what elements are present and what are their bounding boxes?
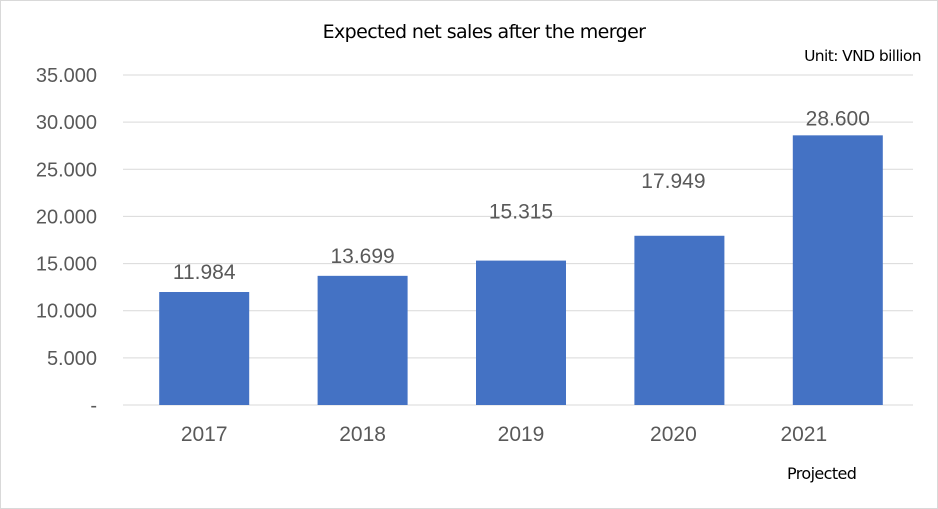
y-tick-label: 5.000 [47, 348, 97, 370]
unit-label: Unit: VND billion [804, 47, 922, 65]
x-category-label: 2019 [498, 423, 545, 446]
bar [159, 292, 250, 405]
projected-note: Projected [787, 464, 857, 483]
data-label: 11.984 [173, 261, 236, 284]
x-category-label: 2021 [780, 423, 827, 446]
bar [476, 260, 566, 405]
x-category-label: 2020 [650, 423, 697, 446]
data-label: 15.315 [489, 201, 553, 224]
y-tick-label: 20.000 [36, 206, 97, 228]
data-label: 28.600 [806, 107, 870, 130]
x-category-label: 2017 [181, 423, 228, 446]
bar [634, 235, 725, 405]
data-label: 17.949 [641, 170, 705, 193]
data-label: 13.699 [330, 245, 394, 268]
y-tick-label: 10.000 [36, 301, 97, 323]
y-tick-label: - [90, 395, 97, 417]
y-tick-label: 30.000 [36, 112, 97, 134]
x-category-label: 2018 [339, 423, 386, 446]
y-tick-label: 15.000 [36, 254, 97, 276]
y-tick-label: 25.000 [36, 159, 97, 181]
y-tick-label: 35.000 [36, 65, 97, 87]
chart-title: Expected net sales after the merger [322, 21, 646, 43]
bar [792, 135, 883, 406]
bar [317, 275, 408, 405]
